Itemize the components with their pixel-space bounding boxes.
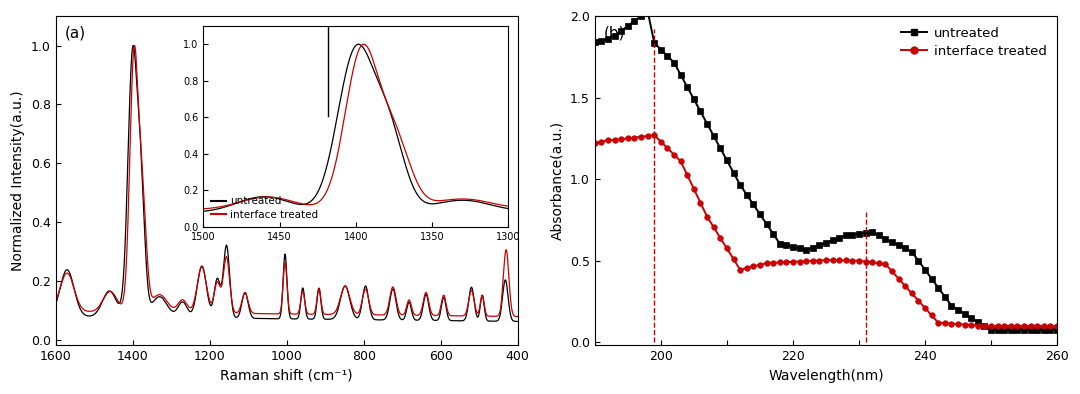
X-axis label: Raman shift (cm⁻¹): Raman shift (cm⁻¹) xyxy=(220,369,353,383)
Text: (b): (b) xyxy=(604,26,625,41)
Y-axis label: Normalized Intensity(a.u.): Normalized Intensity(a.u.) xyxy=(11,91,25,271)
Legend: untreated, interface treated: untreated, interface treated xyxy=(896,23,1051,62)
Text: (a): (a) xyxy=(65,26,86,41)
X-axis label: Wavelength(nm): Wavelength(nm) xyxy=(768,369,883,383)
Y-axis label: Absorbance(a.u.): Absorbance(a.u.) xyxy=(551,121,565,240)
